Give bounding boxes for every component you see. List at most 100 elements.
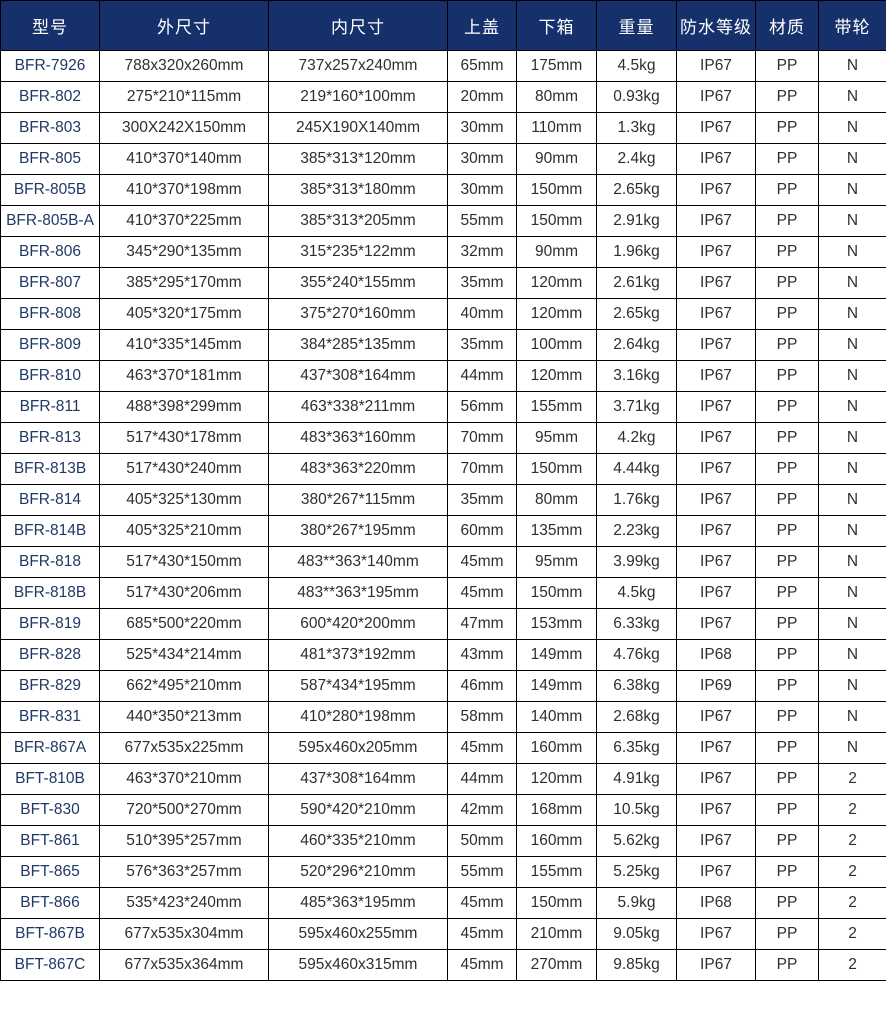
inner-dimensions-cell: 385*313*205mm — [268, 205, 448, 237]
table-row: BFR-806 345*290*135mm 315*235*122mm 32mm 90m… — [0, 236, 886, 268]
table-row: BFR-805B 410*370*198mm 385*313*180mm 30mm 15… — [0, 174, 886, 206]
weight-cell: 3.99kg — [596, 546, 677, 578]
inner-dimensions-cell: 483**363*195mm — [268, 577, 448, 609]
table-row: BFR-805 410*370*140mm 385*313*120mm 30mm 90m… — [0, 143, 886, 175]
column-header-lid-height: 上盖 — [447, 0, 517, 51]
wheels-cell: 2 — [818, 887, 886, 919]
wheels-cell: N — [818, 639, 886, 671]
inner-dimensions-cell: 481*373*192mm — [268, 639, 448, 671]
base-height-cell: 80mm — [516, 484, 597, 516]
table-row: BFT-861 510*395*257mm 460*335*210mm 50mm 160… — [0, 825, 886, 857]
wheels-cell: 2 — [818, 825, 886, 857]
table-row: BFR-813 517*430*178mm 483*363*160mm 70mm 95m… — [0, 422, 886, 454]
wheels-cell: N — [818, 701, 886, 733]
waterproof-rating-cell: IP67 — [676, 360, 756, 392]
outer-dimensions-cell: 535*423*240mm — [99, 887, 269, 919]
model-cell: BFT-865 — [0, 856, 100, 888]
wheels-cell: N — [818, 546, 886, 578]
base-height-cell: 150mm — [516, 174, 597, 206]
model-cell: BFR-814 — [0, 484, 100, 516]
material-cell: PP — [755, 112, 819, 144]
lid-height-cell: 50mm — [447, 825, 517, 857]
material-cell: PP — [755, 484, 819, 516]
lid-height-cell: 55mm — [447, 205, 517, 237]
lid-height-cell: 35mm — [447, 267, 517, 299]
outer-dimensions-cell: 488*398*299mm — [99, 391, 269, 423]
inner-dimensions-cell: 245X190X140mm — [268, 112, 448, 144]
outer-dimensions-cell: 463*370*210mm — [99, 763, 269, 795]
base-height-cell: 150mm — [516, 577, 597, 609]
lid-height-cell: 20mm — [447, 81, 517, 113]
table-row: BFT-810B 463*370*210mm 437*308*164mm 44mm 12… — [0, 763, 886, 795]
waterproof-rating-cell: IP67 — [676, 50, 756, 82]
lid-height-cell: 45mm — [447, 887, 517, 919]
waterproof-rating-cell: IP67 — [676, 546, 756, 578]
base-height-cell: 120mm — [516, 360, 597, 392]
base-height-cell: 175mm — [516, 50, 597, 82]
base-height-cell: 90mm — [516, 236, 597, 268]
weight-cell: 1.3kg — [596, 112, 677, 144]
column-header-model: 型号 — [0, 0, 100, 51]
inner-dimensions-cell: 380*267*195mm — [268, 515, 448, 547]
material-cell: PP — [755, 887, 819, 919]
lid-height-cell: 30mm — [447, 174, 517, 206]
inner-dimensions-cell: 595x460x255mm — [268, 918, 448, 950]
model-cell: BFR-813B — [0, 453, 100, 485]
inner-dimensions-cell: 483*363*160mm — [268, 422, 448, 454]
table-header-row: 型号 外尺寸 内尺寸 上盖 下箱 重量 防水等级 材质 带轮 — [0, 0, 886, 51]
wheels-cell: N — [818, 329, 886, 361]
weight-cell: 4.76kg — [596, 639, 677, 671]
outer-dimensions-cell: 275*210*115mm — [99, 81, 269, 113]
weight-cell: 2.65kg — [596, 298, 677, 330]
inner-dimensions-cell: 463*338*211mm — [268, 391, 448, 423]
table-row: BFR-805B-A 410*370*225mm 385*313*205mm 55mm… — [0, 205, 886, 237]
inner-dimensions-cell: 483*363*220mm — [268, 453, 448, 485]
table-row: BFR-802 275*210*115mm 219*160*100mm 20mm 80m… — [0, 81, 886, 113]
table-row: BFR-867A 677x535x225mm 595x460x205mm 45mm 16… — [0, 732, 886, 764]
waterproof-rating-cell: IP67 — [676, 267, 756, 299]
outer-dimensions-cell: 410*370*140mm — [99, 143, 269, 175]
base-height-cell: 100mm — [516, 329, 597, 361]
base-height-cell: 95mm — [516, 546, 597, 578]
material-cell: PP — [755, 143, 819, 175]
model-cell: BFR-814B — [0, 515, 100, 547]
inner-dimensions-cell: 375*270*160mm — [268, 298, 448, 330]
weight-cell: 4.44kg — [596, 453, 677, 485]
base-height-cell: 210mm — [516, 918, 597, 950]
base-height-cell: 120mm — [516, 298, 597, 330]
base-height-cell: 110mm — [516, 112, 597, 144]
material-cell: PP — [755, 608, 819, 640]
wheels-cell: N — [818, 515, 886, 547]
base-height-cell: 150mm — [516, 887, 597, 919]
waterproof-rating-cell: IP67 — [676, 701, 756, 733]
waterproof-rating-cell: IP67 — [676, 81, 756, 113]
model-cell: BFR-810 — [0, 360, 100, 392]
wheels-cell: N — [818, 112, 886, 144]
model-cell: BFR-867A — [0, 732, 100, 764]
waterproof-rating-cell: IP67 — [676, 484, 756, 516]
model-cell: BFR-818 — [0, 546, 100, 578]
table-row: BFR-7926 788x320x260mm 737x257x240mm 65mm 17… — [0, 50, 886, 82]
base-height-cell: 149mm — [516, 639, 597, 671]
weight-cell: 4.5kg — [596, 50, 677, 82]
outer-dimensions-cell: 300X242X150mm — [99, 112, 269, 144]
material-cell: PP — [755, 763, 819, 795]
lid-height-cell: 42mm — [447, 794, 517, 826]
wheels-cell: N — [818, 50, 886, 82]
lid-height-cell: 44mm — [447, 360, 517, 392]
inner-dimensions-cell: 600*420*200mm — [268, 608, 448, 640]
base-height-cell: 140mm — [516, 701, 597, 733]
weight-cell: 3.16kg — [596, 360, 677, 392]
waterproof-rating-cell: IP67 — [676, 763, 756, 795]
outer-dimensions-cell: 517*430*150mm — [99, 546, 269, 578]
wheels-cell: N — [818, 484, 886, 516]
base-height-cell: 95mm — [516, 422, 597, 454]
table-body: BFR-7926 788x320x260mm 737x257x240mm 65mm 17… — [0, 50, 886, 981]
outer-dimensions-cell: 662*495*210mm — [99, 670, 269, 702]
table-row: BFR-818B 517*430*206mm 483**363*195mm 45mm 1… — [0, 577, 886, 609]
wheels-cell: N — [818, 205, 886, 237]
table-row: BFR-818 517*430*150mm 483**363*140mm 45mm 95… — [0, 546, 886, 578]
model-cell: BFR-807 — [0, 267, 100, 299]
outer-dimensions-cell: 685*500*220mm — [99, 608, 269, 640]
wheels-cell: N — [818, 670, 886, 702]
